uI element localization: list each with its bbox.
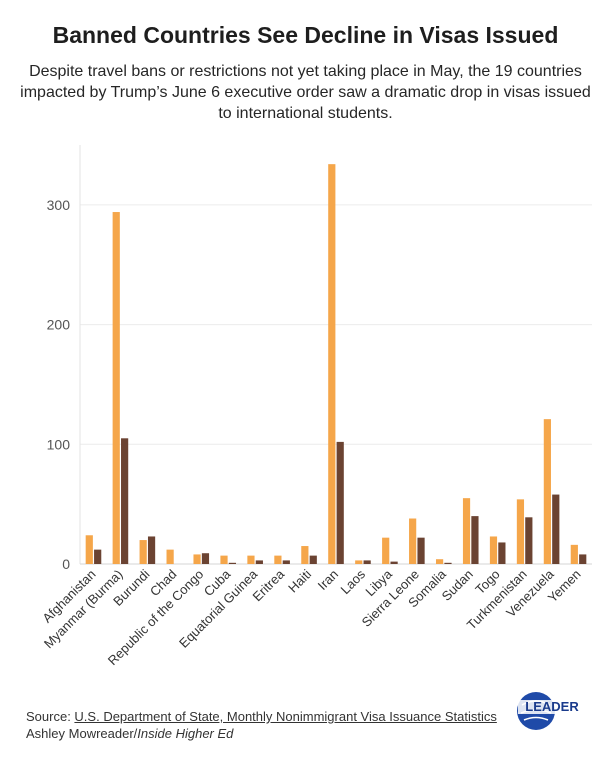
bar-earlier	[570, 544, 578, 564]
credit-publication: Inside Higher Ed	[137, 726, 234, 741]
bar-may	[228, 562, 237, 564]
source-prefix: Source:	[26, 709, 75, 724]
bar-may	[579, 554, 587, 564]
y-tick-label: 200	[47, 317, 71, 333]
x-tick-label: Iran	[315, 567, 341, 593]
x-tick-label: Haiti	[285, 566, 314, 595]
gridlines	[80, 204, 592, 445]
bar-may	[471, 516, 479, 564]
y-tick-label: 0	[62, 556, 70, 572]
bar-may	[147, 536, 156, 564]
bar-may	[498, 542, 506, 564]
bar-may	[363, 560, 371, 564]
x-tick-label: Laos	[338, 566, 369, 597]
bar-earlier	[220, 555, 228, 564]
bar-earlier	[382, 537, 390, 564]
y-tick-label: 100	[47, 436, 71, 452]
chart-subtitle: Despite travel bans or restrictions not …	[20, 63, 591, 122]
bar-may	[552, 494, 560, 564]
bar-earlier	[489, 536, 498, 564]
bar-may	[336, 441, 344, 564]
bar-may	[282, 560, 290, 564]
logo-text: LEADER	[525, 699, 579, 714]
bar-may	[444, 562, 452, 564]
bar-earlier	[462, 498, 471, 564]
source-line: Source: U.S. Department of State, Monthl…	[26, 708, 526, 726]
x-tick-label: Sudan	[439, 567, 476, 604]
x-tick-label: Eritrea	[250, 566, 288, 604]
bar-earlier	[193, 554, 201, 564]
credit-author: Ashley Mowreader/	[26, 726, 138, 741]
bar-earlier	[543, 419, 551, 564]
bar-earlier	[85, 535, 93, 564]
bar-earlier	[166, 549, 174, 564]
bar-may	[525, 517, 533, 564]
bar-may	[417, 537, 425, 564]
bar-may	[255, 560, 263, 564]
bar-may	[390, 561, 398, 564]
bar-earlier	[274, 555, 282, 564]
bar-may	[309, 555, 317, 564]
bar-earlier	[516, 499, 525, 564]
bar-may	[121, 438, 129, 564]
chart-title: Banned Countries See Decline in Visas Is…	[52, 22, 559, 48]
bars	[85, 164, 587, 564]
source-link[interactable]: U.S. Department of State, Monthly Nonimm…	[74, 709, 497, 724]
y-tick-label: 300	[47, 197, 71, 213]
bar-earlier	[435, 559, 444, 564]
leader-logo: LEADER	[517, 692, 586, 730]
bar-earlier	[112, 212, 120, 564]
bar-earlier	[247, 555, 255, 564]
bar-earlier	[409, 518, 417, 564]
bar-may	[94, 549, 102, 564]
bar-earlier	[355, 560, 363, 564]
y-axis: 0 100 200 300	[47, 145, 592, 572]
credit-line: Ashley Mowreader/Inside Higher Ed	[26, 726, 233, 741]
bar-may	[201, 553, 210, 564]
bar-earlier	[301, 546, 309, 564]
bar-earlier	[139, 540, 147, 564]
bar-earlier	[328, 164, 336, 564]
